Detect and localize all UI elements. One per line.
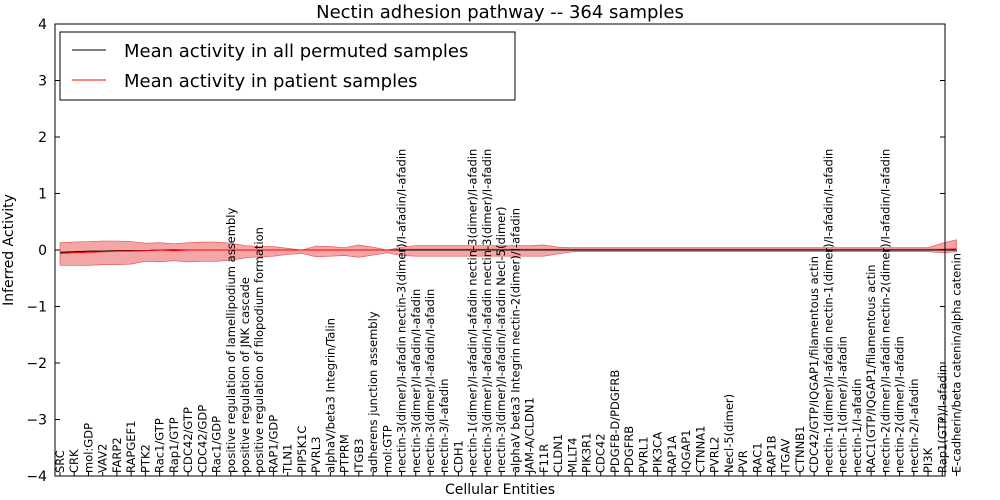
x-category-label: PVRL2: [708, 436, 722, 473]
x-category-label: mol:GDP: [82, 423, 96, 473]
y-tick-label: 0: [38, 243, 47, 259]
y-tick-label: −2: [26, 356, 47, 372]
x-category-label-continued: Necl-5(dimer): [494, 207, 508, 286]
x-category-label: CDC42/GTP: [181, 407, 195, 473]
x-category-label: RAPGEF1: [124, 421, 138, 473]
x-category-label: TLN1: [281, 444, 295, 474]
y-axis: −4 −3 −2 −1 0 1 2 3 4: [26, 17, 945, 485]
x-category-label: VAV2: [96, 444, 110, 473]
x-category-label: positive regulation of filopodium format…: [252, 227, 266, 473]
x-category-label: CLDN1: [551, 434, 565, 473]
chart-title: Nectin adhesion pathway -- 364 samples: [316, 2, 684, 23]
x-category-label: PTPRM: [338, 434, 352, 473]
x-category-label: Rac1/GDP: [210, 416, 224, 473]
x-category-label: nectin-3(dimer)/I-afadin/I-afadin: [494, 289, 508, 473]
plot-area: SRC CRK mol:GDP VAV2 FARP2 RAPGEF1 PTK2 Rac1/GT…: [53, 149, 964, 476]
x-category-label: PDGFRB: [622, 426, 636, 473]
x-category-label: CRK: [67, 449, 81, 473]
x-category-label: Rap1/GTP: [167, 417, 181, 473]
x-category-label-continued: nectin-2(dimer)/I-afadin/I-afadin: [878, 149, 892, 333]
y-tick-label: −3: [26, 413, 47, 429]
x-category-label: nectin-2(dimer)/I-afadin: [878, 336, 892, 473]
x-category-label: nectin-3/I-afadin: [437, 379, 451, 474]
legend: Mean activity in all permuted samples Me…: [59, 31, 516, 101]
x-category-label: mol:GTP: [380, 425, 394, 473]
x-category-label: FARP2: [110, 437, 124, 473]
legend-label-permuted: Mean activity in all permuted samples: [124, 41, 468, 62]
x-category-label: MLLT4: [565, 438, 579, 474]
x-category-label: RAC1(GTP/IQGAP1/filamentous actin: [864, 264, 878, 473]
x-category-label: PIK3CA: [651, 432, 665, 473]
x-category-label: Rac1/GTP: [153, 418, 167, 473]
x-category-label: ITGB3: [352, 438, 366, 473]
x-category-label: nectin-3(dimer)/I-afadin/I-afadin: [409, 289, 423, 473]
x-category-label: nectin-3(dimer)/I-afadin/I-afadin: [423, 289, 437, 473]
y-tick-label: −1: [26, 300, 47, 316]
x-category-label: nectin-3(dimer)/I-afadin/I-afadin: [480, 289, 494, 473]
x-category-label-continued: nectin-3(dimer)/I-afadin/I-afadin: [395, 149, 409, 333]
x-category-label: nectin-1(dimer)/I-afadin: [836, 336, 850, 473]
x-category-label-continued: nectin-3(dimer)/I-afadin: [480, 149, 494, 286]
x-category-label: E-cadherin/beta catenin/alpha catenin: [950, 253, 964, 473]
x-category-label: nectin-3(dimer)/I-afadin: [395, 336, 409, 473]
x-category-label: CTNNB1: [793, 426, 807, 473]
legend-box: [59, 31, 516, 101]
x-category-label: CDC42/GTP/IQGAP1/filamentous actin: [807, 256, 821, 473]
x-category-label-continued: nectin-3(dimer)/I-afadin: [466, 149, 480, 286]
x-category-label-continued: nectin-1(dimer)/I-afadin/I-afadin: [821, 149, 835, 333]
x-category-label: RAP1B: [765, 435, 779, 473]
x-category-label: PIP5K1C: [295, 426, 309, 473]
y-tick-label: 3: [38, 74, 47, 90]
x-category-label: RAP1/GDP: [267, 415, 281, 473]
y-tick-label: −4: [26, 469, 47, 485]
x-category-label: PTK2: [138, 444, 152, 473]
patient-mean-line: [59, 248, 957, 254]
x-category-label: ITGAV: [779, 439, 793, 473]
x-category-label: nectin-1/I-afadin: [850, 379, 864, 474]
x-category-label: positive regulation of JNK cascade: [238, 277, 252, 473]
x-category-label: JAM-A/CLDN1: [523, 397, 537, 474]
x-category-label: adherens junction assembly: [366, 311, 380, 473]
x-category-label: RAP1A: [665, 435, 679, 473]
x-category-label: PDGFB-D/PDGFRB: [608, 370, 622, 473]
x-category-label: alphaV beta3 Integrin: [508, 348, 522, 473]
y-tick-label: 4: [38, 17, 47, 33]
x-category-label: PIK3R1: [580, 433, 594, 474]
y-tick-label: 2: [38, 130, 47, 146]
x-category-label-continued: nectin-2(dimer)/I-afadin: [508, 208, 522, 345]
x-category-label: Rap1(GTP)/I-afadin: [935, 365, 949, 473]
x-category-label: RAC1: [750, 442, 764, 473]
x-category-label: PVRL3: [309, 436, 323, 473]
x-category-label: CDH1: [451, 440, 465, 473]
x-category-label: alphaV/beta3 Integrin/Talin: [323, 318, 337, 473]
x-category-label: PVR: [736, 450, 750, 473]
x-category-label: PI3K: [921, 447, 935, 473]
x-category-label: F11R: [537, 444, 551, 473]
x-category-label: CDC42: [594, 433, 608, 473]
x-category-label: nectin-2/I-afadin: [907, 379, 921, 474]
y-tick-label: 1: [38, 187, 47, 203]
x-category-label: nectin-1(dimer)/I-afadin: [821, 336, 835, 473]
x-category-label: PVRL1: [636, 436, 650, 473]
x-category-label: CDC42/GDP: [195, 405, 209, 473]
x-category-label: IQGAP1: [679, 430, 693, 473]
x-category-label: Necl-5(dimer): [722, 394, 736, 473]
x-category-label: nectin-1(dimer)/I-afadin/I-afadin: [466, 289, 480, 473]
x-category-label: nectin-2(dimer)/I-afadin: [893, 336, 907, 473]
x-category-label: positive regulation of lamellipodium ass…: [224, 208, 238, 473]
y-axis-label: Inferred Activity: [1, 194, 17, 306]
patient-activity-band: [59, 239, 957, 266]
legend-label-patient: Mean activity in patient samples: [124, 71, 418, 92]
x-category-label: CTNNA1: [693, 426, 707, 473]
x-category-label: SRC: [53, 450, 67, 473]
x-axis-label: Cellular Entities: [445, 482, 555, 498]
